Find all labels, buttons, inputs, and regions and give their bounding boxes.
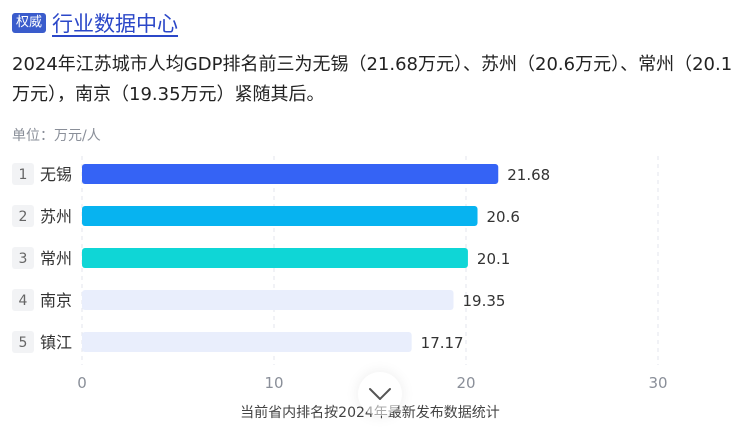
authority-badge: 权威	[12, 13, 47, 33]
rank-box	[12, 289, 34, 311]
bar	[82, 206, 478, 226]
x-tick-label: 30	[648, 374, 667, 392]
rank-number: 4	[19, 293, 28, 309]
category-label: 常州	[40, 249, 72, 268]
category-label: 镇江	[40, 333, 72, 352]
rank-box	[12, 331, 34, 353]
x-tick-label: 0	[77, 374, 87, 392]
unit-label: 单位：万元/人	[12, 128, 101, 144]
category-label: 苏州	[40, 207, 72, 226]
source-header: 权威 行业数据中心	[12, 8, 178, 38]
rank-box	[12, 205, 34, 227]
value-label: 19.35	[463, 292, 506, 310]
chevron-down-icon	[369, 388, 391, 400]
value-label: 20.1	[477, 250, 510, 268]
bar	[82, 290, 454, 310]
category-label: 南京	[40, 291, 72, 310]
bar	[82, 332, 412, 352]
bar	[82, 248, 468, 268]
value-label: 17.17	[421, 334, 464, 352]
rank-number: 3	[19, 251, 28, 267]
rank-box	[12, 247, 34, 269]
value-label: 21.68	[507, 166, 550, 184]
rank-number: 5	[19, 335, 28, 351]
category-label: 无锡	[40, 165, 72, 184]
x-tick-label: 10	[264, 374, 283, 392]
gdp-per-capita-bar-chart: 0 10 20 30 1 无锡 21.68 2 苏州 20.6 3 常州 20.1 4 南京 19.35 5 镇江…	[12, 156, 668, 392]
value-label: 20.6	[487, 208, 520, 226]
rank-number: 1	[19, 167, 28, 183]
rank-box	[12, 163, 34, 185]
x-tick-label: 20	[456, 374, 475, 392]
summary-text: 2024年江苏城市人均GDP排名前三为无锡（21.68万元）、苏州（20.6万元…	[12, 54, 733, 105]
source-title-link[interactable]: 行业数据中心	[52, 12, 179, 36]
bar	[82, 164, 499, 184]
rank-number: 2	[19, 209, 28, 225]
expand-button[interactable]	[358, 372, 402, 416]
